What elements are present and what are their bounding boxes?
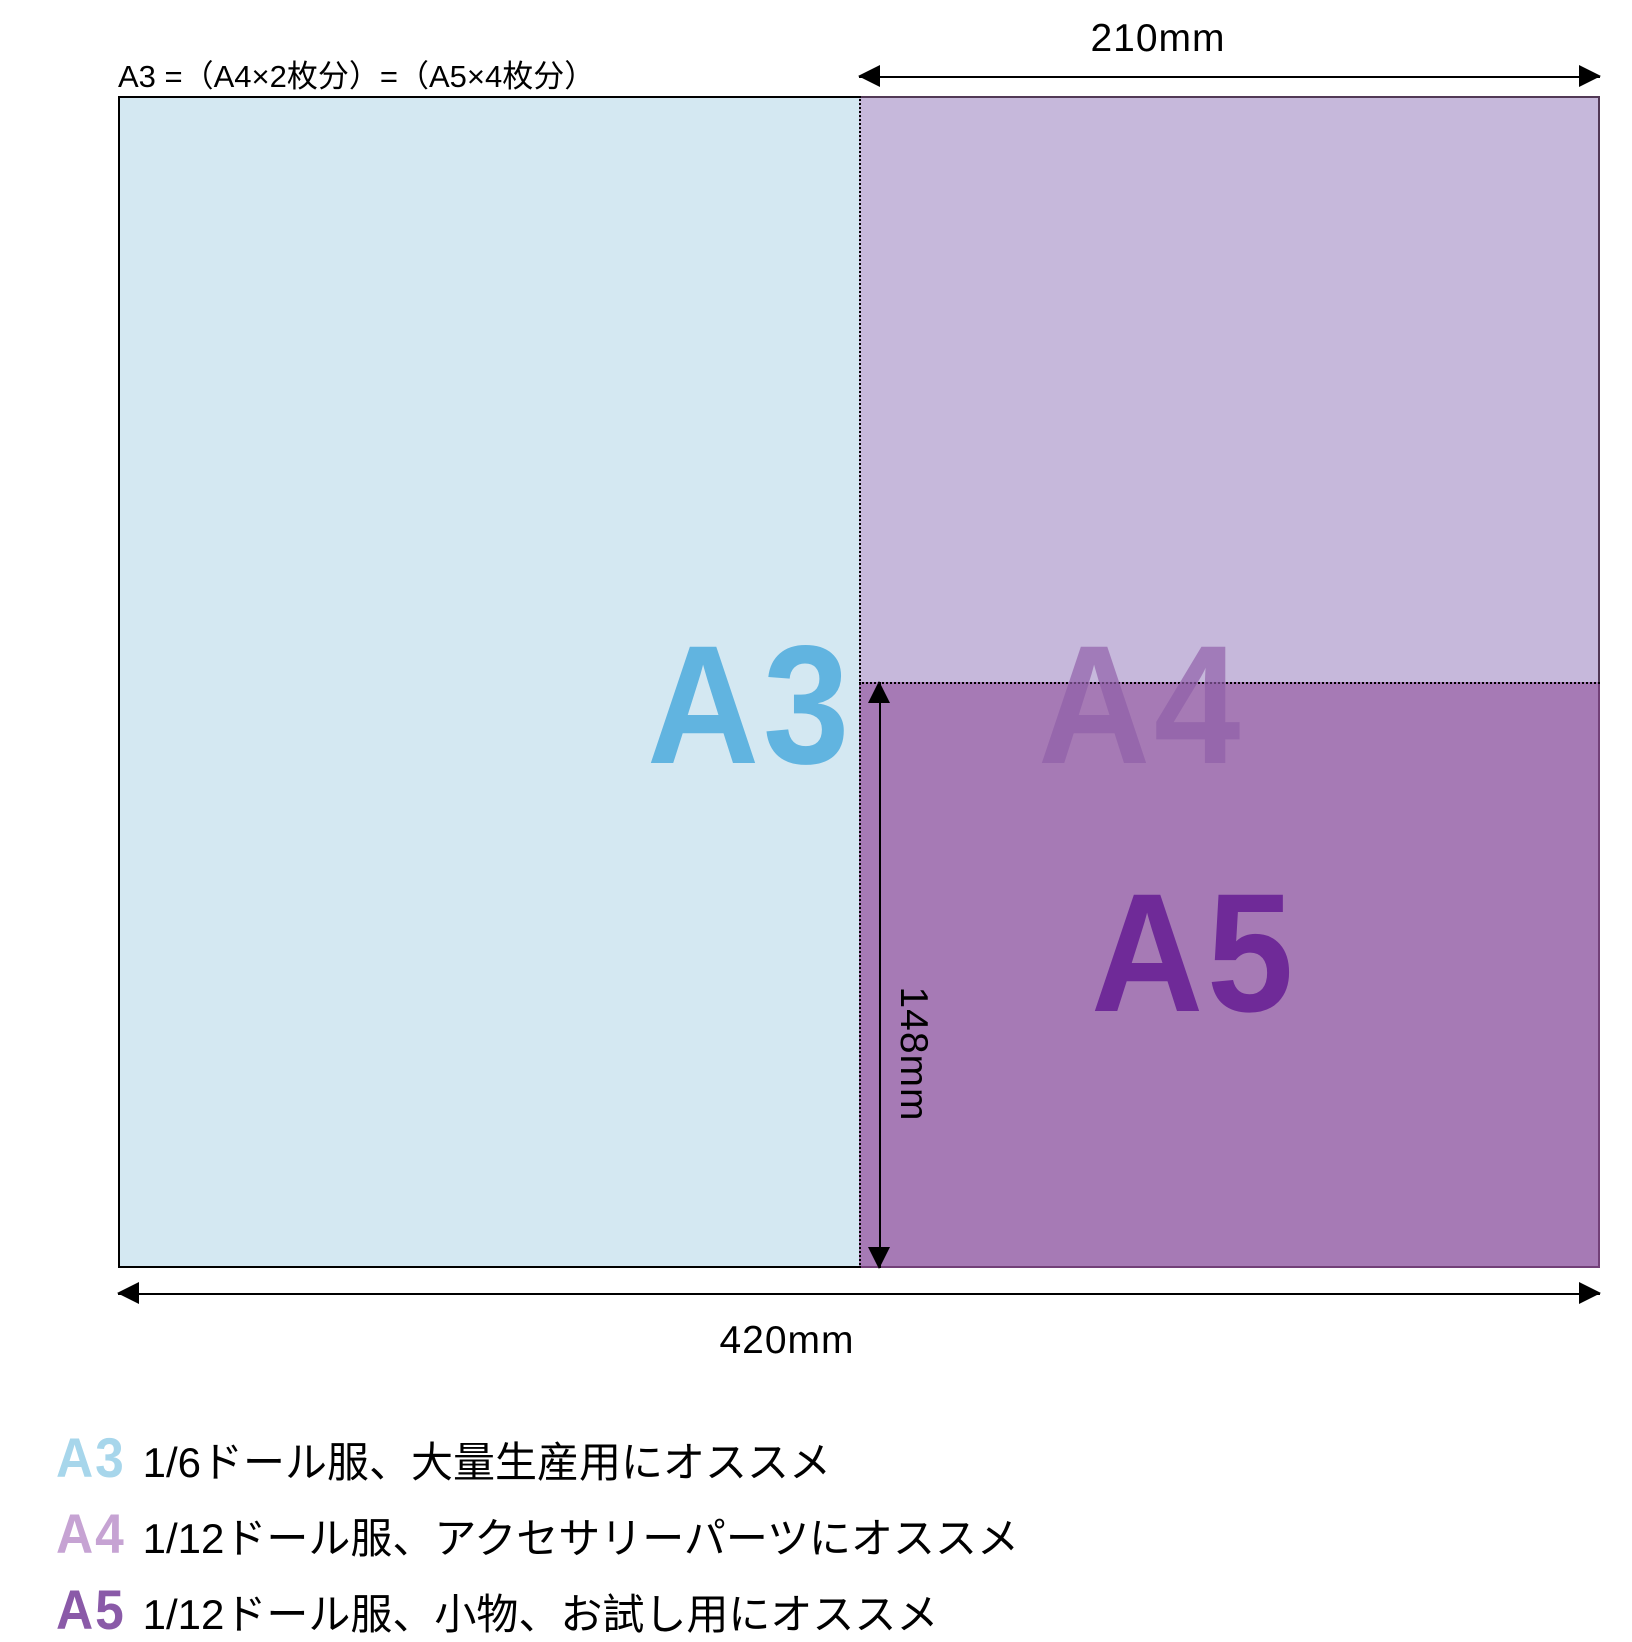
legend-key: A5 xyxy=(56,1577,126,1642)
equation-text: A3 =（A4×2枚分）=（A5×4枚分） xyxy=(118,51,595,96)
legend-desc: 1/6ドール服、大量生産用にオススメ xyxy=(143,1429,831,1490)
a5-label: A5 xyxy=(1091,855,1297,1050)
legend-key: A4 xyxy=(56,1501,126,1566)
dim-label-inner: 148mm xyxy=(891,986,935,1121)
legend-row-a3: A3 1/6ドール服、大量生産用にオススメ xyxy=(53,1425,831,1490)
dim-arrow-top xyxy=(859,76,1600,78)
legend-key: A3 xyxy=(56,1425,126,1490)
legend-desc: 1/12ドール服、小物、お試し用にオススメ xyxy=(143,1581,939,1642)
dim-arrow-top-head-l xyxy=(858,65,880,87)
legend-desc: 1/12ドール服、アクセサリーパーツにオススメ xyxy=(143,1505,1019,1566)
dim-label-bottom: 420mm xyxy=(719,1319,854,1363)
dim-arrow-bottom-head-l xyxy=(117,1282,139,1304)
a4-label: A4 xyxy=(1038,607,1244,802)
dim-label-top: 210mm xyxy=(1090,17,1225,61)
dim-arrow-inner-head-b xyxy=(868,1247,890,1269)
legend-row-a4: A4 1/12ドール服、アクセサリーパーツにオススメ xyxy=(53,1501,1019,1566)
dim-arrow-inner-head-t xyxy=(868,681,890,703)
dim-arrow-bottom-head-r xyxy=(1579,1282,1601,1304)
a3-label: A3 xyxy=(647,607,853,802)
dim-arrow-bottom xyxy=(118,1293,1600,1295)
legend-row-a5: A5 1/12ドール服、小物、お試し用にオススメ xyxy=(53,1577,938,1642)
dim-arrow-inner xyxy=(879,682,881,1268)
dim-arrow-top-head-r xyxy=(1579,65,1601,87)
